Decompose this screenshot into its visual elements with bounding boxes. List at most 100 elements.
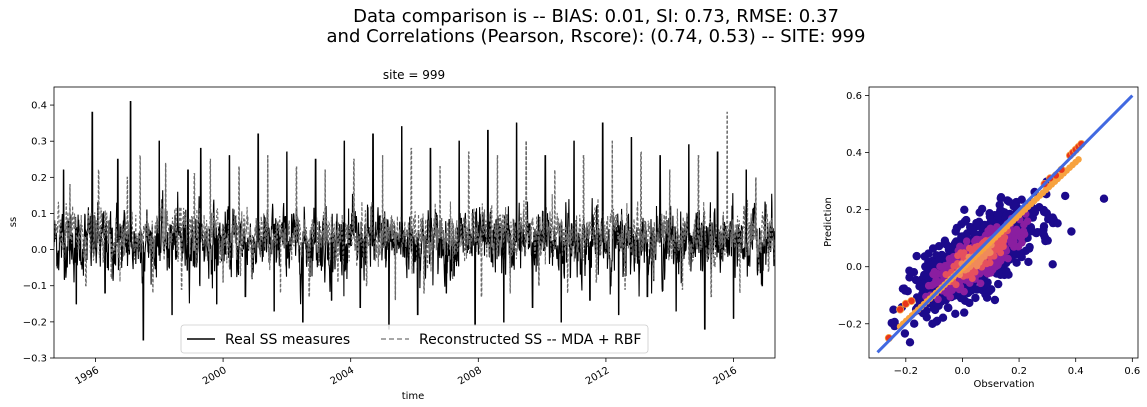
scatter-point (993, 210, 1003, 219)
timeseries-y-ticks: −0.3 −0.2 −0.1 0.0 0.1 0.2 0.3 0.4 (23, 101, 54, 365)
scatter-y-ticks: −0.2 0.0 0.2 0.4 0.6 (838, 91, 869, 330)
scatter-point (1010, 228, 1018, 236)
x-tick-label: 2000 (201, 365, 229, 387)
suptitle-line-2: and Correlations (Pearson, Rscore): (0.7… (327, 26, 866, 47)
scatter-point (1004, 254, 1012, 263)
scatter-point (928, 319, 937, 328)
y-tick-label: 0.3 (31, 137, 47, 148)
legend-frame (180, 324, 649, 354)
scatter-point (890, 321, 899, 331)
scatter-point (965, 298, 974, 308)
scatter-point (997, 249, 1005, 257)
timeseries-legend: Real SS measures Reconstructed SS -- MDA… (180, 324, 649, 354)
scatter-point (1017, 195, 1026, 204)
x-tick-label: −0.2 (894, 366, 918, 377)
scatter-point (951, 309, 960, 318)
scatter-point (910, 319, 919, 328)
scatter-point (924, 281, 933, 290)
scatter-point (1019, 227, 1028, 235)
scatter-point (1040, 233, 1050, 242)
x-tick-label: 0.2 (1011, 366, 1027, 377)
scatter-point (983, 278, 992, 287)
y-tick-label: 0.2 (846, 205, 862, 216)
scatter-ylabel: Prediction (823, 197, 834, 247)
scatter-point (976, 279, 985, 288)
scatter-x-ticks: −0.2 0.0 0.2 0.4 0.6 (894, 358, 1140, 377)
scatter-point (1039, 222, 1049, 231)
x-tick-label: 2004 (329, 365, 357, 387)
scatter-point (1048, 260, 1057, 269)
y-tick-label: 0.4 (846, 148, 862, 159)
legend-reconstructed-label: Reconstructed SS -- MDA + RBF (419, 332, 641, 348)
scatter-xlabel: Observation (974, 379, 1035, 390)
x-tick-label: 0.0 (954, 366, 970, 377)
y-tick-label: 0.4 (31, 101, 47, 112)
x-tick-label: 0.6 (1124, 366, 1140, 377)
scatter-point (909, 268, 919, 277)
scatter-point (1039, 205, 1049, 215)
scatter-point (920, 252, 929, 261)
suptitle-line-1: Data comparison is -- BIAS: 0.01, SI: 0.… (353, 6, 839, 27)
scatter-point (988, 226, 996, 234)
quantile-point (1075, 156, 1082, 163)
scatter-point (977, 204, 987, 214)
scatter-point (991, 262, 1000, 271)
scatter-point (962, 237, 971, 245)
y-tick-label: 0.6 (846, 91, 862, 102)
scatter-point (1000, 235, 1008, 243)
x-tick-label: 2016 (711, 365, 739, 387)
y-tick-label: 0.2 (31, 173, 47, 184)
timeseries-xlabel: time (402, 391, 425, 402)
scatter-point (985, 287, 994, 296)
x-tick-label: 2012 (584, 365, 612, 387)
scatter-point (994, 279, 1003, 289)
timeseries-frame (53, 86, 776, 359)
scatter-point (990, 295, 1000, 305)
scatter-point (960, 205, 969, 214)
y-tick-label: −0.3 (23, 354, 47, 365)
scatter-point (954, 252, 962, 260)
x-tick-label: 2008 (456, 365, 484, 387)
scatter-point (911, 275, 921, 285)
scatter-point (1033, 228, 1042, 237)
tail-point (907, 296, 916, 305)
scatter-point (1004, 270, 1013, 279)
scatter-point (1012, 258, 1021, 267)
legend-real-label: Real SS measures (225, 332, 350, 348)
y-tick-label: −0.1 (23, 281, 47, 292)
scatter-point (912, 251, 921, 261)
scatter-frame (868, 86, 1139, 359)
x-tick-label: 0.4 (1068, 366, 1084, 377)
timeseries-ylabel: ss (8, 217, 19, 227)
scatter-point (968, 275, 976, 282)
scatter-point (951, 227, 960, 236)
scatter-point (1011, 248, 1021, 258)
y-tick-label: 0.0 (846, 262, 862, 273)
y-tick-label: −0.2 (23, 317, 47, 328)
scatter-point (1010, 243, 1018, 251)
scatter-point (1024, 257, 1033, 267)
scatter-point (957, 220, 966, 229)
scatter-point (1053, 219, 1062, 228)
scatter-point (971, 293, 980, 303)
scatter-point (1099, 194, 1109, 203)
series-line-reconstructed (54, 111, 775, 301)
scatter-point (889, 305, 898, 314)
scatter-plot-area (876, 94, 1134, 354)
identity-line (876, 94, 1134, 354)
scatter-point (944, 261, 952, 269)
scatter-point (1020, 220, 1028, 229)
scatter-point (996, 193, 1006, 202)
scatter-point (985, 209, 994, 218)
scatter-point (960, 308, 969, 317)
scatter-point (942, 271, 950, 278)
scatter-point (929, 270, 937, 279)
scatter-point (900, 329, 910, 338)
scatter-point (956, 242, 964, 251)
scatter-point (905, 338, 915, 347)
y-tick-label: 0.0 (31, 245, 47, 256)
scatter-point (898, 284, 908, 293)
timeseries-x-ticks: 1996 2000 2004 2008 2012 2016 (73, 358, 739, 387)
scatter-point (1067, 227, 1076, 236)
timeseries-title: site = 999 (383, 68, 445, 82)
